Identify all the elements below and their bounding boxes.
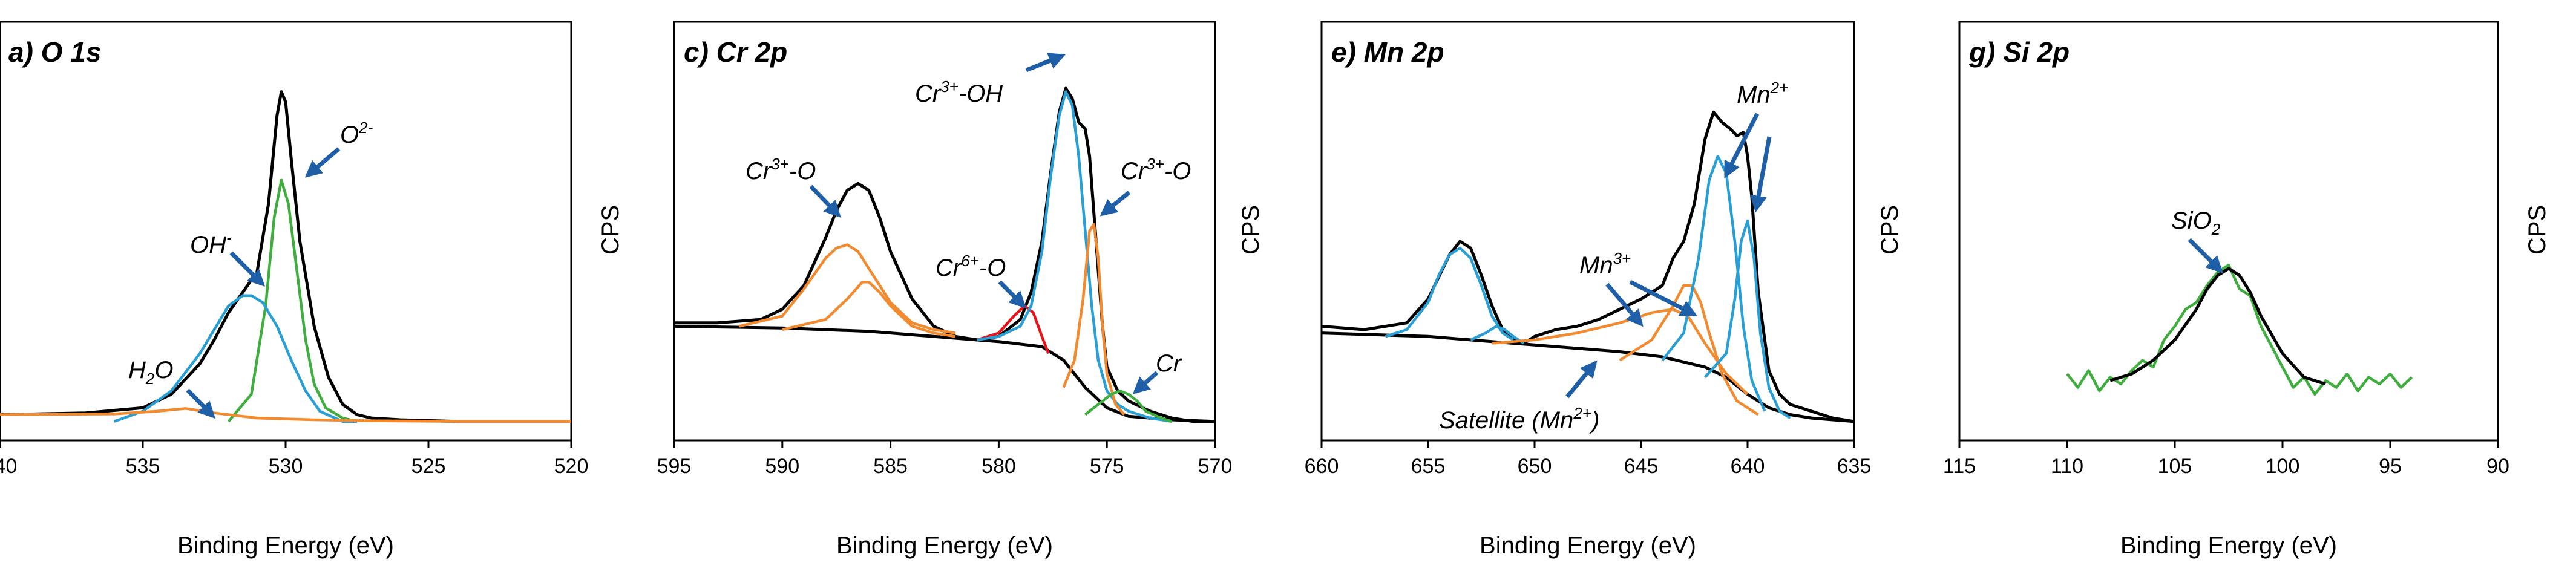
x-tick-label: 520 — [554, 455, 589, 478]
y-axis-title: CPS — [1876, 205, 1903, 255]
x-tick-label: 660 — [1305, 455, 1339, 478]
annotation-cr: Cr — [1156, 350, 1182, 377]
annotation-oh: OH- — [190, 229, 232, 258]
x-tick-label: 655 — [1411, 455, 1446, 478]
arrow-cr3oh — [1025, 53, 1066, 73]
panel-title: g) Si 2p — [1968, 36, 2070, 68]
series-small-peak — [1470, 325, 1525, 345]
annotation-cr6o: Cr6+-O — [936, 252, 1006, 281]
arrow-cr6o — [998, 280, 1026, 308]
arrow-oh — [229, 251, 265, 287]
x-tick-label: 115 — [1943, 455, 1976, 478]
x-axis-title: Binding Energy (eV) — [2120, 532, 2337, 559]
x-tick-label: 105 — [2158, 455, 2192, 478]
x-tick-label: 100 — [2266, 455, 2300, 478]
plot-frame — [673, 21, 1216, 442]
arrow-mn3-a — [1605, 282, 1644, 327]
series-satellite-mn-2p1-2 — [1385, 246, 1515, 341]
panel-si2p: 115 110 105 100 95 90 g) Si 2p Binding Energy… — [1943, 21, 2551, 559]
arrow-cr3o-left — [809, 184, 841, 218]
x-tick-label: 110 — [2051, 455, 2083, 478]
x-tick-label: 635 — [1837, 455, 1872, 478]
annotation-satellite: Satellite (Mn2+) — [1439, 404, 1599, 434]
plot-frame — [0, 21, 572, 442]
x-tick-label: 650 — [1518, 455, 1552, 478]
y-axis-title: CPS — [1237, 205, 1264, 255]
series-envelope — [0, 90, 571, 423]
series-cr3-oh — [977, 90, 1172, 423]
arrow-satellite — [1565, 360, 1598, 399]
annotation-cr3o-left: Cr3+-O — [746, 155, 816, 184]
annotation-o2: O2- — [340, 119, 373, 148]
series-oh — [114, 294, 357, 423]
x-tick-label: 595 — [657, 455, 692, 478]
x-tick-label: 95 — [2379, 455, 2402, 478]
y-axis-title: CPS — [2524, 205, 2551, 255]
series-o2 — [227, 178, 358, 423]
annotation-h2o: H2O — [128, 357, 173, 388]
annotation-cr3oh: Cr3+-OH — [915, 77, 1003, 107]
arrow-mn3-b — [1629, 279, 1697, 317]
series-background — [673, 324, 1216, 423]
x-tick-label: 640 — [1731, 455, 1765, 478]
annotation-mn2: Mn2+ — [1737, 79, 1788, 108]
x-axis-title: Binding Energy (eV) — [1480, 532, 1696, 559]
panel-title: a) O 1s — [8, 36, 101, 68]
arrow-sio2 — [2188, 238, 2223, 273]
series-h2o — [0, 407, 571, 423]
plot-frame — [1958, 21, 2499, 442]
x-tick-label: 575 — [1090, 455, 1124, 478]
panel-o1s: 540 535 530 525 520 a) O 1s Binding Energy (… — [0, 21, 624, 559]
series-sio2-fit — [2109, 267, 2326, 386]
panel-title: e) Mn 2p — [1331, 36, 1444, 68]
x-tick-label: 535 — [126, 455, 160, 478]
series-cr — [1084, 389, 1173, 423]
x-axis-title: Binding Energy (eV) — [177, 532, 394, 559]
annotation-mn3: Mn3+ — [1579, 249, 1631, 279]
arrow-h2o — [186, 388, 215, 419]
series-cr3-o-2p1-2-a — [738, 243, 956, 334]
panel-mn2p: 660 655 650 645 640 635 e) Mn 2p Binding Ener… — [1305, 21, 1903, 559]
arrow-mn2-a — [1723, 113, 1760, 178]
annotation-cr3o-right: Cr3+-O — [1121, 155, 1191, 184]
x-tick-label: 540 — [0, 455, 17, 478]
x-tick-label: 525 — [411, 455, 446, 478]
x-tick-label: 580 — [982, 455, 1016, 478]
series-raw — [2066, 263, 2413, 396]
x-tick-label: 645 — [1624, 455, 1659, 478]
arrow-mn2-b — [1750, 136, 1772, 213]
x-tick-label: 570 — [1198, 455, 1233, 478]
series-mn2-b — [1703, 219, 1791, 419]
annotation-sio2: SiO2 — [2171, 207, 2221, 238]
series-cr3-o-2p1-2-b — [782, 281, 956, 338]
x-tick-label: 585 — [873, 455, 908, 478]
x-tick-label: 90 — [2486, 455, 2509, 478]
y-axis-title: CPS — [597, 205, 624, 255]
panel-title: c) Cr 2p — [684, 36, 787, 68]
arrow-cr3o-right — [1100, 191, 1131, 217]
arrow-o2 — [304, 147, 341, 178]
x-tick-label: 530 — [269, 455, 303, 478]
series-mn2-a — [1661, 155, 1766, 412]
series-cr3-o-2p3-2 — [1062, 223, 1126, 416]
plot-frame — [1320, 21, 1855, 442]
x-tick-label: 590 — [765, 455, 799, 478]
panel-cr2p: 595 590 585 580 575 570 c) Cr 2p Binding Ener… — [657, 21, 1264, 559]
series-mn3 — [1619, 284, 1759, 416]
arrow-cr — [1132, 371, 1159, 394]
series-satellite-mn2 — [1492, 308, 1749, 396]
x-axis-title: Binding Energy (eV) — [836, 532, 1053, 559]
